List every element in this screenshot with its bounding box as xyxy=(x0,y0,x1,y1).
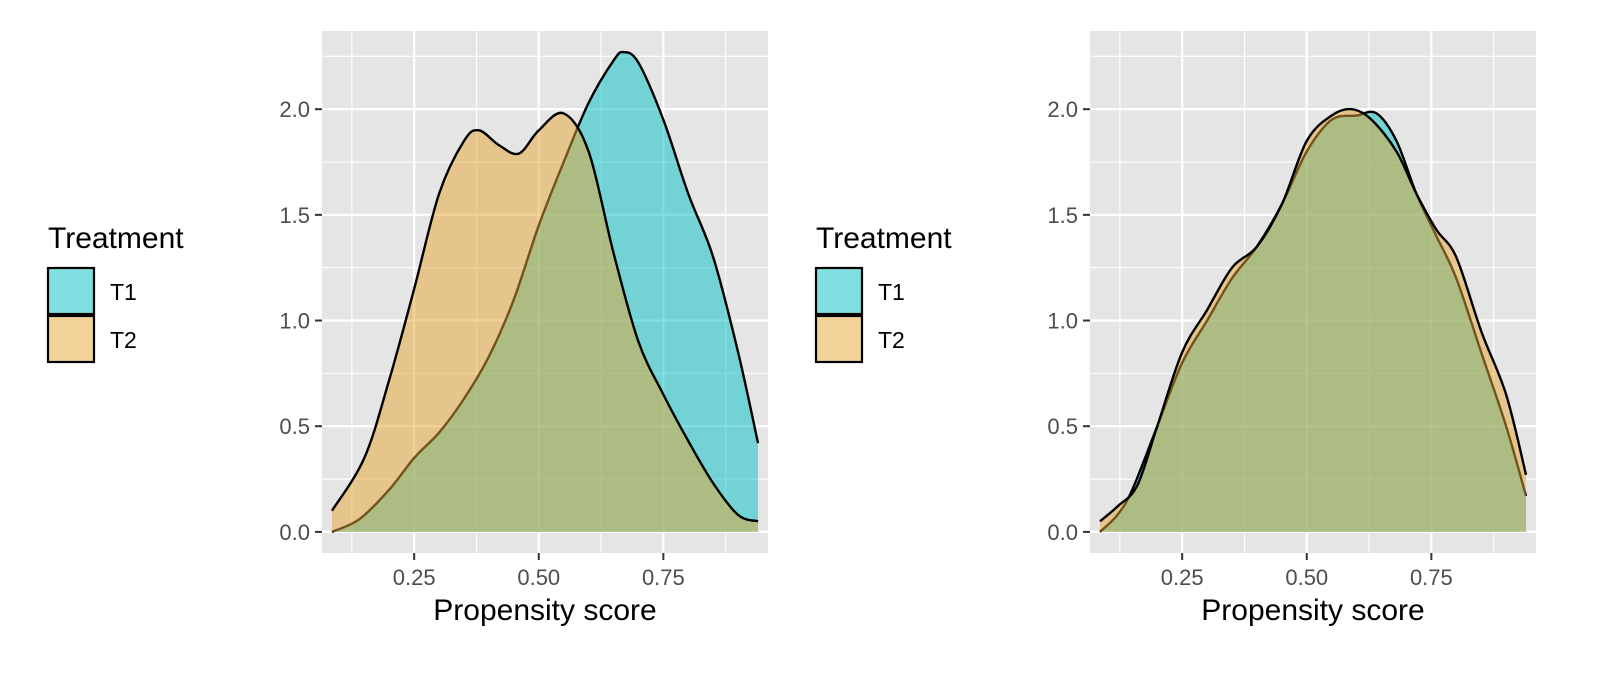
density-areas xyxy=(330,50,760,533)
x-tick-label: 0.75 xyxy=(642,565,685,590)
x-tick-label: 0.75 xyxy=(1410,565,1453,590)
x-axis-title: Propensity score xyxy=(433,594,656,627)
y-tick-label: 2.0 xyxy=(279,97,310,122)
legend-label-t2: T2 xyxy=(110,327,137,353)
y-tick-label: 0.0 xyxy=(1047,520,1078,545)
legend-label-t1: T1 xyxy=(110,279,137,305)
density-areas xyxy=(1099,107,1528,533)
x-tick-label: 0.50 xyxy=(517,565,560,590)
y-tick-label: 2.0 xyxy=(1047,97,1078,122)
legend: Treatment T1 T2 xyxy=(46,222,184,364)
x-tick-label: 0.25 xyxy=(1161,565,1204,590)
y-tick-label: 0.5 xyxy=(1047,414,1078,439)
density-fill-t2 xyxy=(1099,109,1527,532)
legend-key-t2 xyxy=(814,314,864,364)
axis-ticks: 0.25 0.50 0.75 0.0 0.5 1.0 1.5 2.0 xyxy=(279,97,684,590)
x-tick-label: 0.50 xyxy=(1285,565,1328,590)
y-tick-label: 0.0 xyxy=(279,520,310,545)
density-panel-right: Treatment T1 T2 0.25 0.50 0.75 0.0 0.5 1.0 1.5… xyxy=(814,31,1536,627)
legend-key-t2 xyxy=(46,314,96,364)
y-tick-label: 1.5 xyxy=(1047,203,1078,228)
legend-title: Treatment xyxy=(48,222,184,255)
axis-ticks: 0.25 0.50 0.75 0.0 0.5 1.0 1.5 2.0 xyxy=(1047,97,1452,590)
x-axis-title: Propensity score xyxy=(1201,594,1424,627)
y-tick-label: 1.0 xyxy=(279,309,310,334)
x-tick-label: 0.25 xyxy=(393,565,436,590)
legend: Treatment T1 T2 xyxy=(814,222,952,364)
density-curve-t2 xyxy=(330,111,759,523)
density-panel-left: Treatment T1 T2 0.25 0.50 0.75 0.0 0.5 1.0 1.5… xyxy=(46,31,768,627)
legend-key-t1 xyxy=(46,266,96,316)
legend-title: Treatment xyxy=(816,222,952,255)
density-curve-t2 xyxy=(1099,107,1528,523)
legend-key-t1 xyxy=(814,266,864,316)
legend-label-t2: T2 xyxy=(878,327,905,353)
y-tick-label: 1.5 xyxy=(279,203,310,228)
y-tick-label: 0.5 xyxy=(279,414,310,439)
legend-label-t1: T1 xyxy=(878,279,905,305)
y-tick-label: 1.0 xyxy=(1047,309,1078,334)
density-fill-t2 xyxy=(331,112,759,532)
